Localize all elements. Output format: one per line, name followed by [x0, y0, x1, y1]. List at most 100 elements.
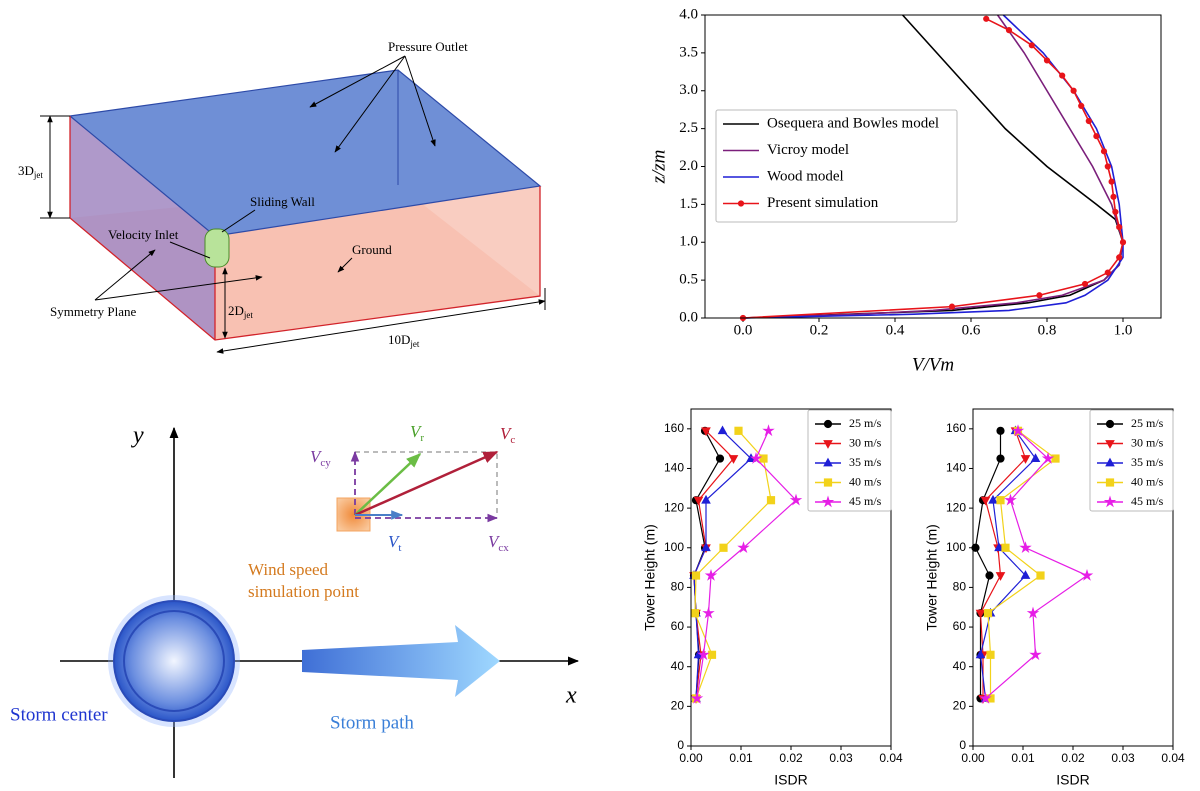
y-tick-label: 20 [953, 699, 967, 713]
marker [1004, 493, 1017, 506]
side-face [70, 116, 215, 340]
marker [717, 425, 728, 435]
y-axis-label: Tower Height (m) [642, 524, 658, 631]
x-tick-label: 0.00 [961, 751, 985, 765]
marker [823, 478, 833, 487]
legend-label: 40 m/s [1131, 474, 1164, 488]
vector-r [354, 452, 422, 516]
legend-label: Present simulation [767, 195, 879, 211]
axis-label: y [131, 423, 144, 449]
legend-label: 30 m/s [849, 435, 882, 449]
y-tick-label: 0.5 [679, 272, 698, 288]
series-line [742, 18, 1124, 319]
jet-cylinder [204, 228, 230, 268]
marker [1030, 453, 1041, 462]
chart: 0.0 0.2 0.4 0.6 0.8 1.0 0.0 0.5 1.0 1.5 2.0 2.5 3.0 3… [648, 6, 1162, 375]
marker [948, 303, 956, 310]
dim-label: 2Djet [228, 303, 253, 320]
label: Pressure Outlet [388, 39, 468, 54]
path-arrow [302, 625, 500, 697]
marker [715, 454, 725, 463]
series-line [693, 430, 752, 699]
v-sub: cy [320, 457, 331, 469]
y-tick-label: 160 [664, 421, 684, 435]
marker [749, 452, 763, 464]
marker [996, 496, 1005, 505]
marker [975, 609, 986, 619]
marker [1078, 102, 1085, 110]
y-tick-label: 20 [671, 699, 685, 713]
marker [690, 609, 700, 618]
marker [1001, 543, 1010, 552]
y-tick-label: 60 [953, 619, 967, 633]
dim-sub: jet [243, 310, 253, 320]
v-sub: cx [498, 542, 509, 554]
marker [979, 691, 992, 704]
domain-diagram: Pressure Outlet Sliding Wall Velocity In… [18, 39, 546, 354]
vector-label: Vr [410, 422, 424, 444]
x-tick-label: 0.02 [779, 751, 803, 765]
x-tick-label: 0.4 [886, 322, 905, 338]
marker [1036, 571, 1045, 580]
y-tick-label: 160 [946, 421, 966, 435]
legend-label: 40 m/s [849, 474, 882, 488]
arrow [334, 55, 406, 153]
marker [986, 650, 995, 659]
marker [823, 457, 833, 467]
legend-label: 30 m/s [1131, 435, 1164, 449]
marker [737, 541, 750, 554]
v-main: V [388, 532, 401, 551]
top-face [70, 70, 540, 236]
x-tick-label: 0.01 [1011, 751, 1035, 765]
dim-length [216, 299, 546, 354]
marker [1108, 178, 1115, 185]
vector-label: Vc [500, 424, 515, 446]
legend-label: 45 m/s [849, 494, 882, 508]
marker [1085, 117, 1092, 125]
guide [355, 451, 498, 515]
marker [1105, 457, 1115, 467]
marker [734, 426, 743, 435]
marker [1051, 454, 1060, 463]
marker [1104, 163, 1111, 170]
x-axis-label: ISDR [1056, 772, 1089, 788]
dim-label: 10Djet [388, 332, 420, 349]
dim-sub: jet [33, 170, 43, 180]
marker [1043, 57, 1051, 64]
x-tick-label: 0.02 [1061, 751, 1085, 765]
marker [1011, 424, 1025, 437]
marker [759, 454, 768, 463]
x-tick-label: 0.03 [1111, 751, 1135, 765]
marker [701, 427, 711, 437]
legend-box [715, 109, 958, 223]
series-line [985, 430, 1089, 699]
plot-frame [690, 408, 892, 747]
y-tick-label: 100 [946, 540, 966, 554]
marker [1020, 455, 1031, 464]
arrow [404, 55, 436, 147]
y-tick-label: 120 [664, 500, 684, 514]
marker [701, 494, 711, 504]
x-tick-label: 0.04 [1161, 751, 1185, 765]
x-tick-label: 0.0 [734, 322, 753, 338]
legend-label: 35 m/s [1131, 455, 1164, 469]
y-tick-label: 2.0 [679, 158, 698, 174]
marker [996, 426, 1005, 435]
storm-ring [123, 610, 225, 712]
v-sub: r [420, 432, 424, 444]
marker [1036, 292, 1043, 299]
marker [1105, 478, 1115, 487]
marker [1029, 648, 1042, 661]
marker [691, 571, 701, 580]
marker [707, 650, 717, 659]
marker [823, 419, 833, 429]
marker [728, 455, 739, 464]
plot-frame [704, 14, 1162, 319]
x-tick-label: 0.8 [1038, 322, 1057, 338]
y-axis-label: Tower Height (m) [924, 524, 940, 631]
label: Ground [352, 242, 392, 257]
series-line [987, 430, 1057, 699]
marker [988, 494, 998, 504]
marker [1103, 495, 1117, 508]
marker [1005, 27, 1013, 34]
